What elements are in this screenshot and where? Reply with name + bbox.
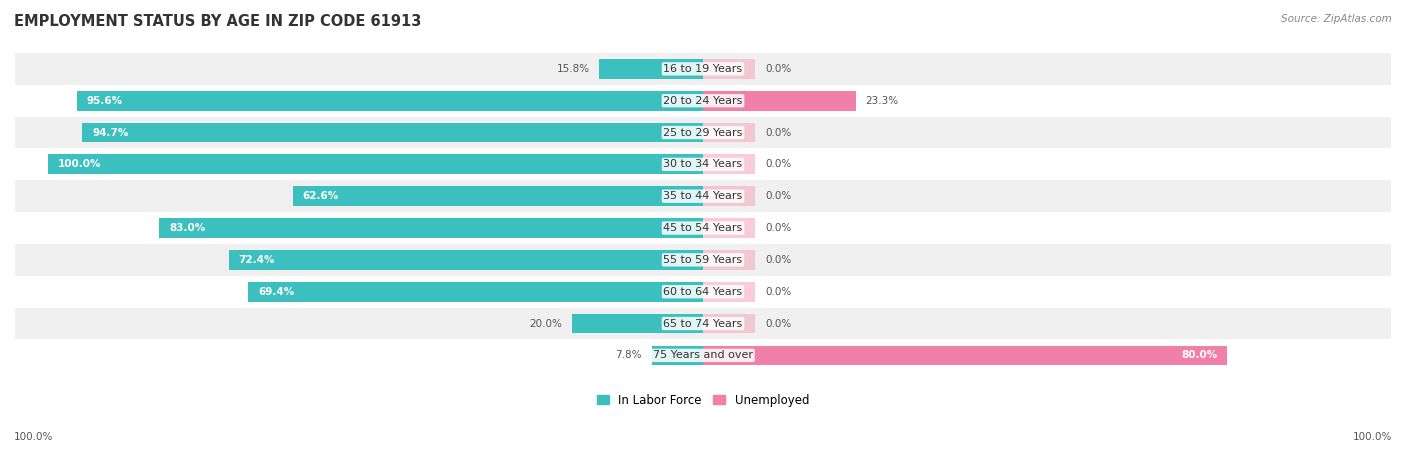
Bar	[159, 218, 703, 238]
Bar	[8, 212, 1398, 244]
Text: 83.0%: 83.0%	[169, 223, 205, 233]
Bar	[292, 186, 703, 206]
Text: 95.6%: 95.6%	[86, 96, 122, 106]
Bar	[8, 340, 1398, 371]
Text: 0.0%: 0.0%	[765, 287, 792, 297]
Text: 75 Years and over: 75 Years and over	[652, 350, 754, 360]
Text: 23.3%: 23.3%	[866, 96, 898, 106]
Text: 20.0%: 20.0%	[529, 318, 562, 329]
Bar	[703, 186, 755, 206]
Bar	[8, 148, 1398, 180]
Text: 69.4%: 69.4%	[259, 287, 294, 297]
Text: 62.6%: 62.6%	[302, 191, 339, 201]
Bar	[8, 180, 1398, 212]
Text: 100.0%: 100.0%	[1353, 432, 1392, 442]
Text: 100.0%: 100.0%	[14, 432, 53, 442]
Text: 60 to 64 Years: 60 to 64 Years	[664, 287, 742, 297]
Text: Source: ZipAtlas.com: Source: ZipAtlas.com	[1281, 14, 1392, 23]
Text: 80.0%: 80.0%	[1181, 350, 1218, 360]
Bar	[703, 314, 755, 333]
Bar	[703, 218, 755, 238]
Bar	[83, 123, 703, 143]
Text: 20 to 24 Years: 20 to 24 Years	[664, 96, 742, 106]
Text: 15.8%: 15.8%	[557, 64, 589, 74]
Text: 0.0%: 0.0%	[765, 64, 792, 74]
Bar	[8, 117, 1398, 148]
Text: 94.7%: 94.7%	[93, 128, 129, 138]
Legend: In Labor Force, Unemployed: In Labor Force, Unemployed	[592, 389, 814, 411]
Bar	[599, 59, 703, 79]
Text: 16 to 19 Years: 16 to 19 Years	[664, 64, 742, 74]
Bar	[703, 59, 755, 79]
Bar	[703, 155, 755, 174]
Bar	[703, 123, 755, 143]
Bar	[229, 250, 703, 270]
Bar	[8, 85, 1398, 117]
Bar	[703, 282, 755, 302]
Bar	[652, 345, 703, 365]
Text: 25 to 29 Years: 25 to 29 Years	[664, 128, 742, 138]
Bar	[703, 250, 755, 270]
Text: 45 to 54 Years: 45 to 54 Years	[664, 223, 742, 233]
Bar	[48, 155, 703, 174]
Bar	[8, 276, 1398, 308]
Text: EMPLOYMENT STATUS BY AGE IN ZIP CODE 61913: EMPLOYMENT STATUS BY AGE IN ZIP CODE 619…	[14, 14, 422, 28]
Text: 0.0%: 0.0%	[765, 255, 792, 265]
Text: 55 to 59 Years: 55 to 59 Years	[664, 255, 742, 265]
Text: 7.8%: 7.8%	[616, 350, 643, 360]
Text: 72.4%: 72.4%	[239, 255, 276, 265]
Text: 100.0%: 100.0%	[58, 159, 101, 170]
Bar	[8, 244, 1398, 276]
Text: 0.0%: 0.0%	[765, 223, 792, 233]
Bar	[8, 308, 1398, 340]
Bar	[8, 53, 1398, 85]
Bar	[249, 282, 703, 302]
Bar	[703, 91, 856, 110]
Text: 35 to 44 Years: 35 to 44 Years	[664, 191, 742, 201]
Bar	[572, 314, 703, 333]
Text: 0.0%: 0.0%	[765, 318, 792, 329]
Text: 0.0%: 0.0%	[765, 128, 792, 138]
Text: 65 to 74 Years: 65 to 74 Years	[664, 318, 742, 329]
Bar	[76, 91, 703, 110]
Text: 0.0%: 0.0%	[765, 159, 792, 170]
Bar	[703, 345, 1227, 365]
Text: 30 to 34 Years: 30 to 34 Years	[664, 159, 742, 170]
Text: 0.0%: 0.0%	[765, 191, 792, 201]
